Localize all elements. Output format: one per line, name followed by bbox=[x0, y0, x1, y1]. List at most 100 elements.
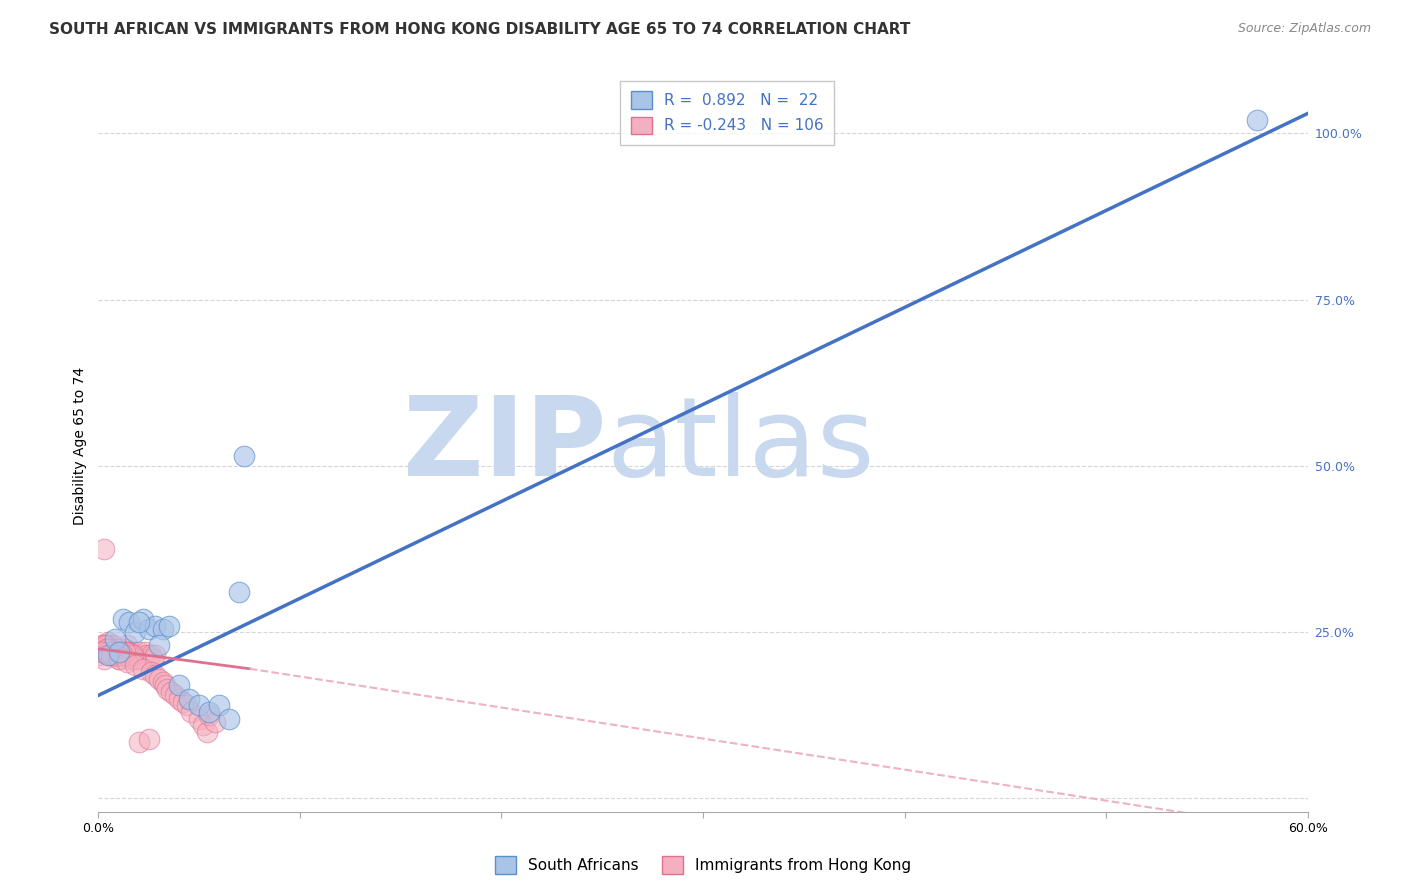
Text: atlas: atlas bbox=[606, 392, 875, 500]
Point bbox=[139, 648, 162, 663]
Point bbox=[120, 648, 142, 663]
Point bbox=[105, 641, 128, 656]
Point bbox=[100, 645, 122, 659]
Point bbox=[138, 622, 160, 636]
Point bbox=[101, 648, 124, 663]
Point bbox=[101, 648, 124, 663]
Point bbox=[91, 639, 114, 653]
Point bbox=[107, 652, 129, 666]
Point bbox=[208, 698, 231, 713]
Point bbox=[167, 691, 190, 706]
Point bbox=[114, 645, 136, 659]
Legend: South Africans, Immigrants from Hong Kong: South Africans, Immigrants from Hong Kon… bbox=[488, 850, 918, 880]
Point bbox=[105, 648, 128, 663]
Point bbox=[101, 645, 124, 659]
Point bbox=[128, 645, 150, 659]
Point bbox=[179, 691, 201, 706]
Point bbox=[120, 648, 142, 663]
Point bbox=[105, 645, 128, 659]
Point bbox=[93, 542, 115, 557]
Point bbox=[103, 645, 125, 659]
Point bbox=[97, 645, 120, 659]
Point bbox=[97, 641, 120, 656]
Point bbox=[87, 648, 110, 663]
Point bbox=[121, 652, 143, 666]
Point bbox=[115, 639, 138, 653]
Point bbox=[114, 648, 136, 663]
Y-axis label: Disability Age 65 to 74: Disability Age 65 to 74 bbox=[73, 367, 87, 525]
Point bbox=[152, 675, 174, 690]
Point bbox=[195, 725, 218, 739]
Point bbox=[118, 615, 141, 630]
Text: Source: ZipAtlas.com: Source: ZipAtlas.com bbox=[1237, 22, 1371, 36]
Point bbox=[176, 698, 198, 713]
Point bbox=[115, 655, 138, 669]
Point bbox=[139, 665, 162, 679]
Point bbox=[107, 652, 129, 666]
Point bbox=[110, 645, 132, 659]
Point bbox=[148, 639, 170, 653]
Point bbox=[143, 668, 166, 682]
Point bbox=[96, 641, 118, 656]
Point bbox=[93, 641, 115, 656]
Point bbox=[93, 641, 115, 656]
Point bbox=[125, 648, 148, 663]
Point bbox=[124, 652, 146, 666]
Point bbox=[101, 645, 124, 659]
Point bbox=[100, 648, 122, 663]
Point bbox=[111, 648, 134, 663]
Point bbox=[100, 639, 122, 653]
Point bbox=[96, 641, 118, 656]
Point bbox=[172, 695, 194, 709]
Point bbox=[103, 648, 125, 663]
Point bbox=[100, 648, 122, 663]
Point bbox=[114, 645, 136, 659]
Point bbox=[228, 585, 250, 599]
Point bbox=[97, 641, 120, 656]
Point bbox=[103, 648, 125, 663]
Point bbox=[105, 648, 128, 663]
Point bbox=[93, 652, 115, 666]
Point bbox=[96, 645, 118, 659]
Point bbox=[180, 705, 202, 719]
Point bbox=[167, 678, 190, 692]
Point bbox=[118, 652, 141, 666]
Point bbox=[115, 645, 138, 659]
Point bbox=[163, 689, 186, 703]
Point bbox=[100, 645, 122, 659]
Point bbox=[143, 648, 166, 663]
Point bbox=[148, 672, 170, 686]
Point bbox=[105, 645, 128, 659]
Point bbox=[91, 645, 114, 659]
Point bbox=[124, 625, 146, 640]
Point bbox=[135, 648, 157, 663]
Point bbox=[100, 648, 122, 663]
Point bbox=[101, 639, 124, 653]
Point bbox=[232, 449, 254, 463]
Point bbox=[107, 648, 129, 663]
Point bbox=[132, 612, 155, 626]
Point bbox=[91, 645, 114, 659]
Point bbox=[96, 639, 118, 653]
Point bbox=[160, 685, 183, 699]
Point bbox=[129, 648, 152, 663]
Point bbox=[97, 641, 120, 656]
Point bbox=[103, 648, 125, 663]
Point bbox=[110, 648, 132, 663]
Point bbox=[93, 639, 115, 653]
Point bbox=[152, 622, 174, 636]
Point bbox=[132, 662, 155, 676]
Point bbox=[93, 641, 115, 656]
Point bbox=[153, 678, 176, 692]
Point bbox=[107, 645, 129, 659]
Text: SOUTH AFRICAN VS IMMIGRANTS FROM HONG KONG DISABILITY AGE 65 TO 74 CORRELATION C: SOUTH AFRICAN VS IMMIGRANTS FROM HONG KO… bbox=[49, 22, 911, 37]
Point bbox=[111, 645, 134, 659]
Point bbox=[198, 705, 221, 719]
Point bbox=[107, 645, 129, 659]
Point bbox=[105, 648, 128, 663]
Point bbox=[111, 612, 134, 626]
Point bbox=[111, 648, 134, 663]
Point bbox=[124, 652, 146, 666]
Point bbox=[114, 641, 136, 656]
Point bbox=[138, 731, 160, 746]
